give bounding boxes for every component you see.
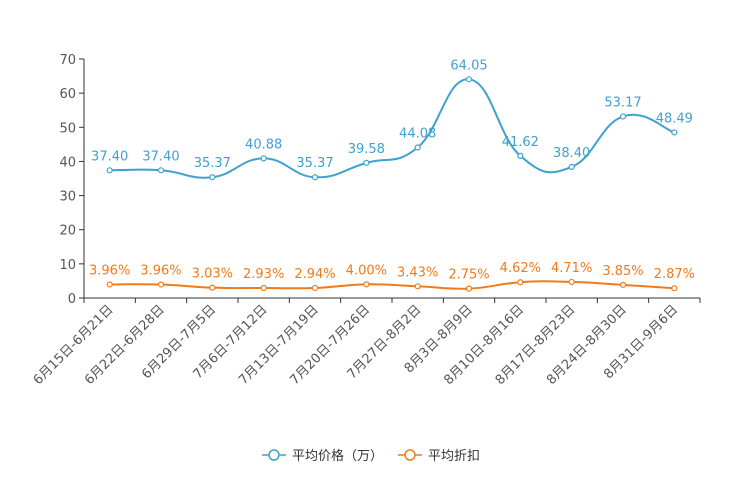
data-label: 4.71% [551, 261, 592, 276]
data-label: 53.17 [604, 95, 641, 110]
data-point [465, 76, 473, 83]
legend-marker-icon [268, 449, 280, 461]
legend-marker-icon [404, 449, 416, 461]
y-tick-label: 0 [68, 292, 76, 307]
y-tick-label: 10 [59, 258, 76, 273]
data-point [363, 159, 370, 166]
data-label: 35.37 [296, 156, 333, 171]
data-point [260, 284, 267, 292]
data-label: 2.93% [243, 267, 284, 282]
y-tick-label: 70 [59, 53, 76, 68]
series-line-2 [109, 280, 675, 290]
data-point [517, 279, 524, 286]
legend-label: 平均价格（万） [292, 448, 383, 464]
legend-label: 平均折扣 [428, 449, 480, 464]
data-point [568, 163, 575, 170]
data-point [106, 281, 113, 288]
data-label: 2.94% [294, 267, 335, 282]
data-label: 44.08 [399, 126, 436, 141]
data-point [363, 281, 370, 288]
data-label: 40.88 [245, 137, 282, 152]
data-point [414, 144, 421, 151]
data-label: 2.75% [448, 268, 489, 283]
data-label: 35.37 [194, 156, 231, 171]
data-point [157, 281, 165, 288]
data-label: 48.49 [656, 111, 693, 126]
legend-item-1[interactable]: 平均价格（万） [262, 448, 383, 464]
data-point [311, 284, 319, 292]
data-point [619, 281, 627, 288]
y-tick-label: 20 [59, 224, 76, 239]
data-point [311, 174, 319, 181]
data-point [517, 152, 524, 159]
data-label: 37.40 [142, 149, 179, 164]
y-tick-label: 50 [59, 121, 76, 136]
data-point [157, 167, 165, 174]
data-label: 3.03% [192, 267, 233, 282]
data-label: 41.62 [502, 135, 539, 150]
data-point [209, 284, 216, 291]
chart-axes: 0102030405060706月15日-6月21日6月22日-6月28日6月2… [31, 53, 701, 388]
data-point [619, 113, 627, 120]
data-point [671, 129, 678, 136]
data-label: 3.96% [140, 263, 181, 278]
chart-data-labels: 37.40 37.40 35.37 40.88 35.37 39.58 44.08 64.05… [89, 58, 695, 282]
y-tick-label: 40 [59, 155, 76, 170]
data-label: 4.00% [346, 263, 387, 278]
data-point [671, 285, 678, 292]
data-point [209, 174, 216, 181]
data-label: 4.62% [500, 261, 541, 276]
data-point [568, 278, 575, 286]
data-label: 3.96% [89, 263, 130, 278]
legend-item-2[interactable]: 平均折扣 [398, 449, 480, 464]
y-tick-label: 30 [59, 190, 76, 205]
data-point [260, 155, 267, 162]
data-point [414, 283, 421, 290]
chart-series [106, 76, 678, 292]
data-point [465, 285, 473, 292]
data-point [106, 167, 113, 174]
chart-legend[interactable]: 平均价格（万） 平均折扣 [262, 448, 480, 464]
data-label: 3.85% [602, 264, 643, 279]
data-label: 39.58 [348, 142, 385, 157]
data-label: 64.05 [450, 58, 487, 73]
y-tick-label: 60 [59, 87, 76, 102]
data-label: 2.87% [654, 267, 695, 282]
data-label: 38.40 [553, 146, 590, 161]
data-label: 3.43% [397, 265, 438, 280]
data-label: 37.40 [91, 149, 128, 164]
